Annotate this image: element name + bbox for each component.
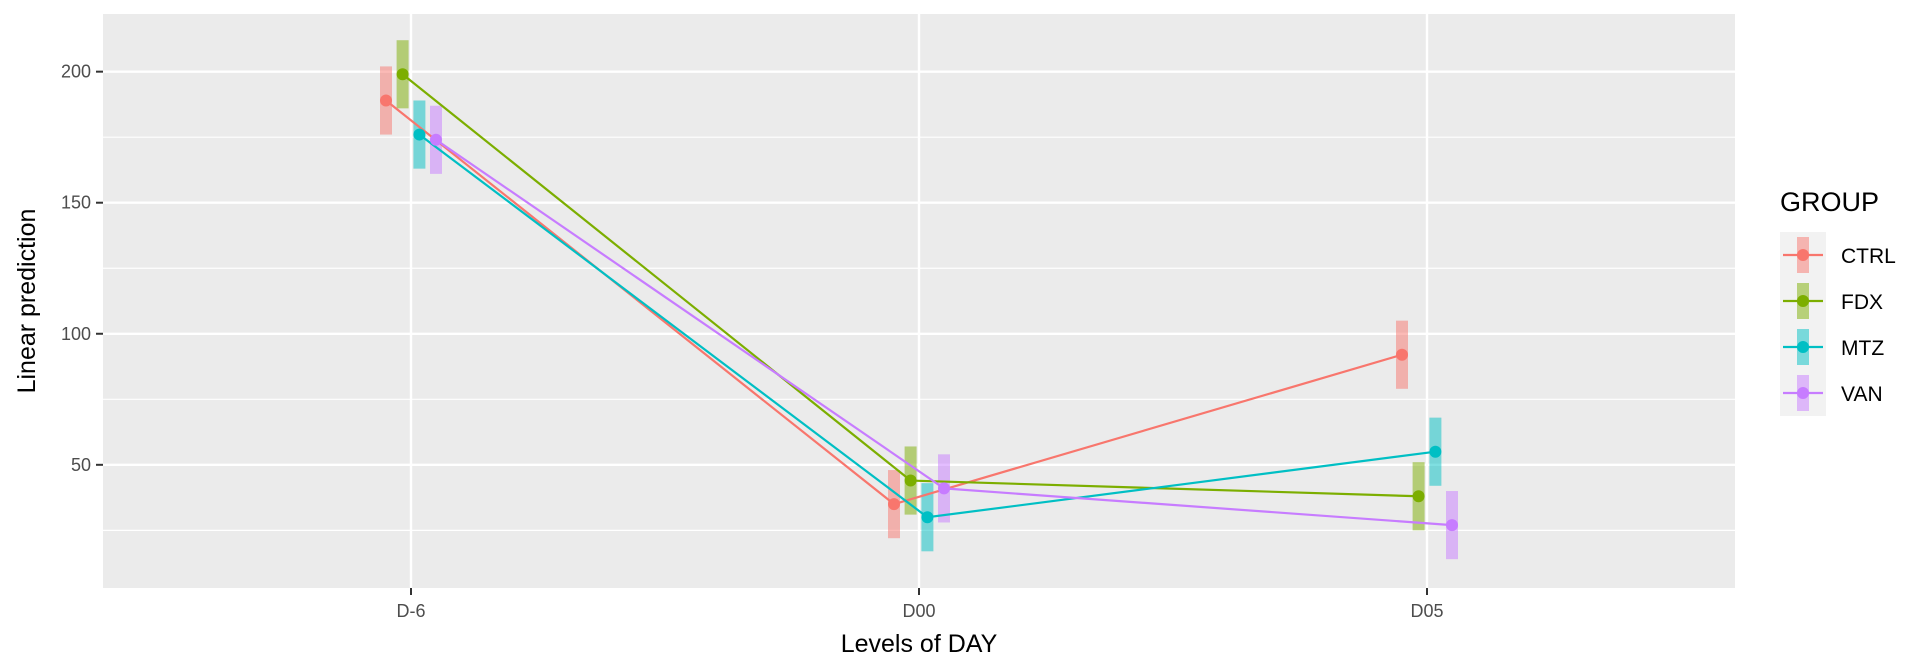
legend-key-fdx [1780,278,1826,324]
y-axis-title: Linear prediction [13,209,41,394]
point-van [430,133,442,146]
point-ctrl [380,94,392,107]
legend-label-van: VAN [1841,383,1883,406]
point-ctrl [1396,348,1408,361]
y-axis: 50 100 150 200 [61,62,103,475]
legend: GROUP CTRL FDX MTZ VAN [1780,187,1896,416]
point-van [1446,519,1458,532]
legend-key-point [1797,295,1809,307]
point-fdx [904,474,917,487]
point-mtz [921,511,934,524]
legend-key-point [1797,249,1809,261]
point-van [938,482,950,495]
grid [103,14,1735,588]
x-tick-label: D05 [1410,601,1443,621]
legend-key-mtz [1780,324,1826,370]
y-tick-label: 100 [61,324,91,344]
series-points [380,68,1458,532]
legend-key-point [1797,387,1809,399]
x-axis: D-6 D00 D05 [396,588,1444,621]
x-axis-title: Levels of DAY [841,630,998,658]
y-tick-label: 150 [61,193,91,213]
y-tick-label: 200 [61,62,91,82]
point-mtz [1429,445,1442,458]
legend-key-ctrl [1780,232,1826,278]
legend-label-mtz: MTZ [1841,337,1884,360]
legend-key-van [1780,370,1826,416]
point-mtz [413,128,426,141]
y-tick-label: 50 [71,455,91,475]
point-fdx [1412,490,1425,503]
x-tick-label: D00 [902,601,935,621]
legend-label-fdx: FDX [1841,291,1883,314]
point-ctrl [888,498,900,511]
point-fdx [396,68,409,81]
legend-label-ctrl: CTRL [1841,245,1896,268]
legend-key-point [1797,341,1809,353]
legend-title: GROUP [1780,187,1879,217]
series-layer [380,40,1458,560]
x-tick-label: D-6 [396,601,425,621]
